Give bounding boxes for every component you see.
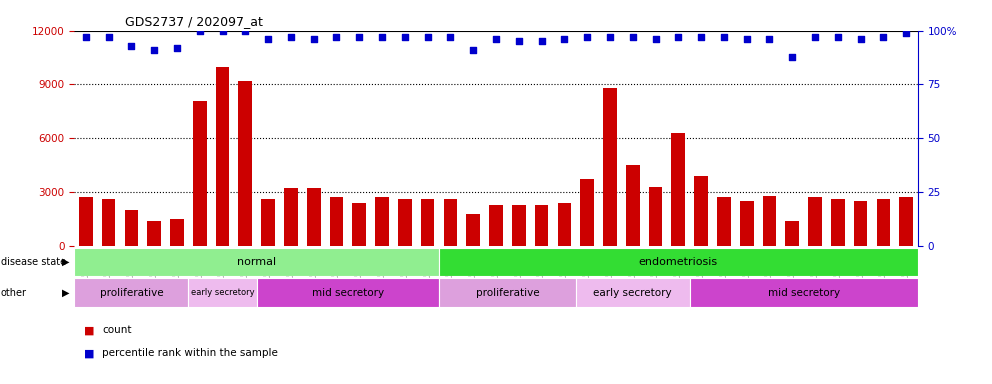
Point [123, 43, 139, 49]
Bar [808, 197, 822, 246]
Bar [689, 278, 918, 307]
Text: ■: ■ [84, 325, 95, 335]
Bar [352, 203, 366, 246]
Bar [466, 214, 480, 246]
Bar [717, 197, 731, 246]
Bar [694, 176, 708, 246]
Point [328, 34, 344, 40]
Bar [257, 278, 439, 307]
Point [237, 28, 253, 34]
Point [191, 28, 207, 34]
Point [283, 34, 299, 40]
Point [739, 36, 755, 42]
Point [648, 36, 664, 42]
Point [214, 28, 230, 34]
Bar [649, 187, 663, 246]
Bar [148, 221, 161, 246]
Bar [489, 205, 503, 246]
Bar [786, 221, 800, 246]
Text: early secretory: early secretory [593, 288, 672, 298]
Text: normal: normal [237, 257, 277, 267]
Bar [102, 199, 115, 246]
Bar [284, 189, 298, 246]
Bar [261, 199, 275, 246]
Bar [558, 203, 571, 246]
Point [762, 36, 778, 42]
Point [693, 34, 709, 40]
Bar [421, 199, 434, 246]
Point [853, 36, 869, 42]
Bar [192, 101, 206, 246]
Bar [125, 210, 138, 246]
Bar [329, 197, 343, 246]
Text: proliferative: proliferative [99, 288, 164, 298]
Point [807, 34, 823, 40]
Bar [74, 278, 188, 307]
Point [625, 34, 641, 40]
Bar [215, 66, 229, 246]
Text: proliferative: proliferative [475, 288, 540, 298]
Point [351, 34, 367, 40]
Bar [443, 199, 457, 246]
Text: early secretory: early secretory [190, 288, 254, 297]
Bar [188, 278, 257, 307]
Bar [580, 179, 594, 246]
Point [579, 34, 595, 40]
Bar [854, 201, 867, 246]
Bar [900, 197, 913, 246]
Bar [79, 197, 92, 246]
Text: mid secretory: mid secretory [311, 288, 384, 298]
Point [899, 30, 915, 36]
Bar [238, 81, 252, 246]
Bar [535, 205, 549, 246]
Point [442, 34, 458, 40]
Bar [439, 278, 575, 307]
Bar [626, 165, 640, 246]
Text: percentile rank within the sample: percentile rank within the sample [102, 348, 278, 358]
Bar [831, 199, 844, 246]
Point [830, 34, 846, 40]
Point [785, 53, 801, 60]
Text: mid secretory: mid secretory [768, 288, 839, 298]
Point [100, 34, 116, 40]
Point [260, 36, 276, 42]
Point [671, 34, 686, 40]
Bar [375, 197, 389, 246]
Bar [439, 248, 918, 276]
Point [420, 34, 435, 40]
Point [77, 34, 93, 40]
Point [146, 47, 162, 53]
Point [602, 34, 618, 40]
Point [557, 36, 572, 42]
Bar [672, 133, 685, 246]
Bar [603, 88, 617, 246]
Text: count: count [102, 325, 132, 335]
Text: endometriosis: endometriosis [639, 257, 718, 267]
Bar [170, 219, 184, 246]
Bar [512, 205, 526, 246]
Text: other: other [1, 288, 27, 298]
Text: ▶: ▶ [62, 257, 69, 267]
Point [534, 38, 550, 45]
Bar [877, 199, 890, 246]
Point [511, 38, 527, 45]
Point [876, 34, 892, 40]
Text: GDS2737 / 202097_at: GDS2737 / 202097_at [125, 15, 263, 28]
Bar [307, 189, 320, 246]
Point [306, 36, 321, 42]
Point [169, 45, 185, 51]
Point [465, 47, 481, 53]
Text: ■: ■ [84, 348, 95, 358]
Text: ▶: ▶ [62, 288, 69, 298]
Point [397, 34, 413, 40]
Point [716, 34, 732, 40]
Bar [740, 201, 754, 246]
Point [374, 34, 390, 40]
Text: disease state: disease state [1, 257, 66, 267]
Bar [575, 278, 689, 307]
Bar [763, 195, 777, 246]
Point [488, 36, 504, 42]
Bar [74, 248, 439, 276]
Bar [398, 199, 412, 246]
